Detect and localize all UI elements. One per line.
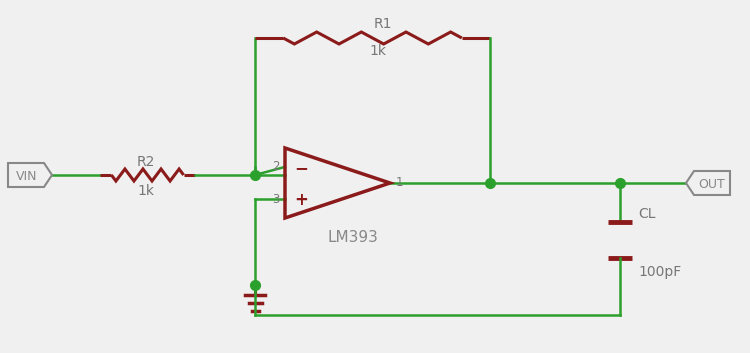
Text: R1: R1 bbox=[374, 17, 392, 31]
Text: LM393: LM393 bbox=[327, 231, 378, 245]
Text: +: + bbox=[294, 191, 308, 209]
Text: 2: 2 bbox=[272, 160, 280, 173]
Polygon shape bbox=[686, 171, 730, 195]
Text: VIN: VIN bbox=[16, 169, 38, 183]
Text: R2: R2 bbox=[136, 155, 154, 169]
Text: 1k: 1k bbox=[369, 44, 386, 58]
Text: OUT: OUT bbox=[699, 178, 725, 191]
Polygon shape bbox=[8, 163, 52, 187]
Text: 3: 3 bbox=[272, 193, 280, 205]
Text: 100pF: 100pF bbox=[638, 265, 681, 279]
Text: CL: CL bbox=[638, 207, 656, 221]
Text: 1k: 1k bbox=[137, 184, 154, 198]
Text: −: − bbox=[294, 159, 308, 177]
Text: 1: 1 bbox=[395, 175, 403, 189]
